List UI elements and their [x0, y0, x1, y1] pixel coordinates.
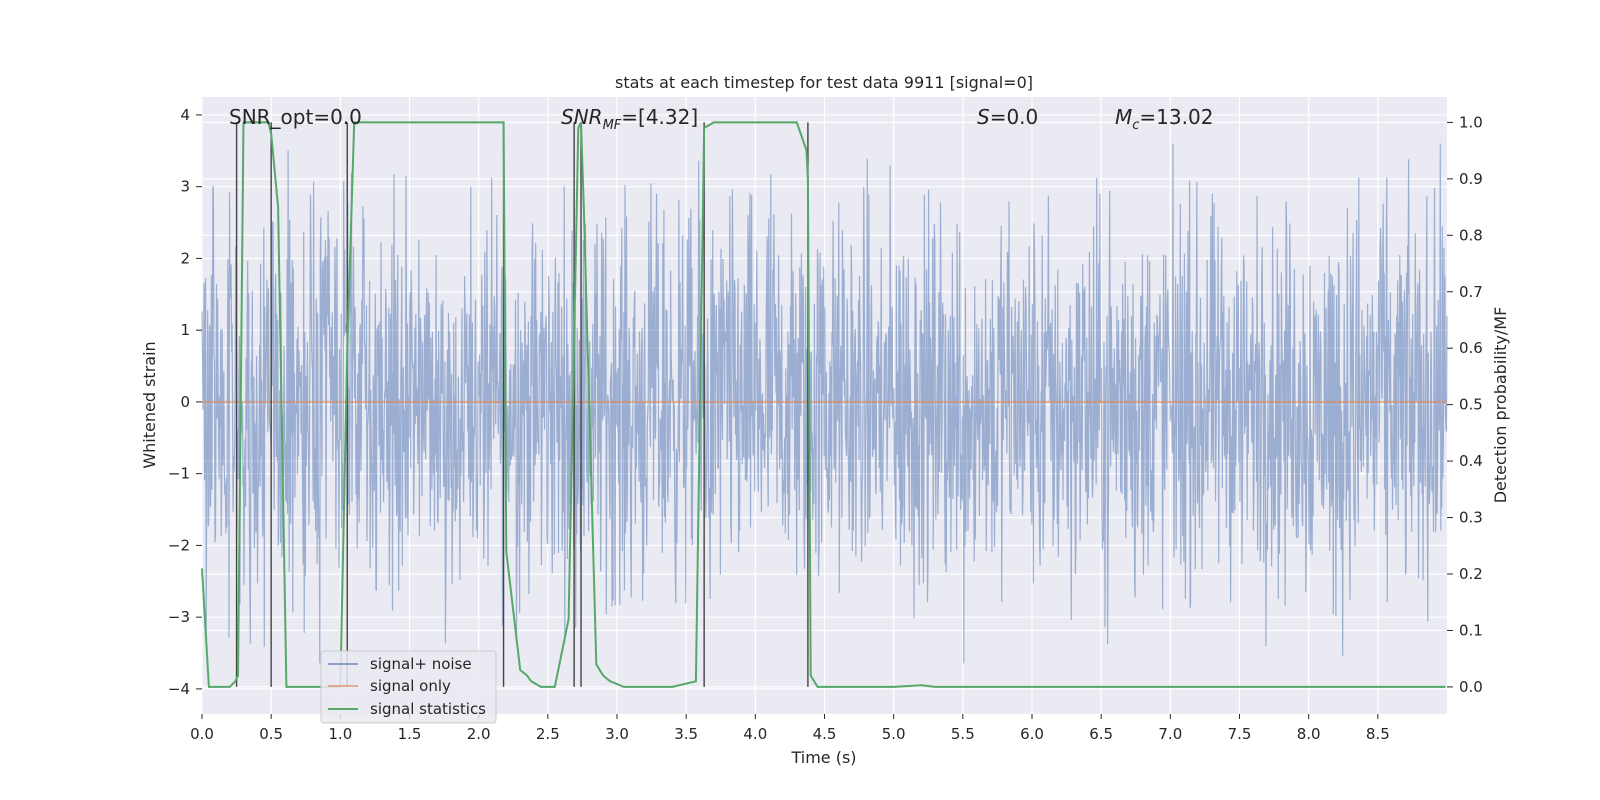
- y-left-tick-label: −1: [168, 465, 190, 483]
- legend-label-signal-plus-noise: signal+ noise: [370, 655, 472, 673]
- y-left-tick-label: 1: [180, 321, 190, 339]
- x-tick-label: 7.0: [1158, 725, 1182, 743]
- signal-statistics-line: [201, 121, 1446, 688]
- signal-plus-noise-line: [201, 143, 1448, 664]
- y-left-tick-label: 2: [180, 249, 190, 267]
- x-tick-label: 0.5: [259, 725, 283, 743]
- x-tick-label: 8.0: [1297, 725, 1321, 743]
- y-left-tick-label: −4: [168, 680, 190, 698]
- x-tick-label: 3.0: [605, 725, 629, 743]
- s-main: S: [977, 105, 990, 129]
- y-right-tick-label: 0.8: [1459, 226, 1483, 244]
- y-left-tick-label: −2: [168, 536, 190, 554]
- y-right-axis-label: Detection probability/MF: [1491, 307, 1510, 504]
- x-tick-label: 6.0: [1020, 725, 1044, 743]
- legend-box: [320, 650, 497, 724]
- mc-main: M: [1115, 105, 1132, 129]
- annotation-s: S=0.0: [977, 105, 1038, 129]
- x-tick-label: 6.5: [1089, 725, 1113, 743]
- y-right-tick-label: 0.4: [1459, 452, 1483, 470]
- legend-label-signal-statistics: signal statistics: [370, 700, 486, 718]
- x-tick-label: 4.0: [743, 725, 767, 743]
- y-right-tick-label: 0.5: [1459, 396, 1483, 414]
- x-tick-label: 0.0: [190, 725, 214, 743]
- x-axis-label: Time (s): [790, 748, 856, 767]
- x-tick-label: 7.5: [1228, 725, 1252, 743]
- y-right-tick-label: 0.1: [1459, 621, 1483, 639]
- y-right-tick-label: 0.3: [1459, 509, 1483, 527]
- chart-title: stats at each timestep for test data 991…: [615, 73, 1033, 92]
- y-left-axis-label: Whitened strain: [140, 341, 159, 468]
- x-tick-label: 2.5: [536, 725, 560, 743]
- x-tick-label: 1.5: [398, 725, 422, 743]
- y-left-tick-label: 0: [180, 393, 190, 411]
- y-right-tick-label: 0.6: [1459, 339, 1483, 357]
- x-tick-label: 5.0: [882, 725, 906, 743]
- snr-mf-sub: MF: [603, 118, 622, 133]
- snr-mf-main: SNR: [561, 105, 603, 129]
- x-tick-label: 1.0: [328, 725, 352, 743]
- y-right-tick-label: 0.9: [1459, 170, 1483, 188]
- series-signal-statistics: [201, 121, 1446, 688]
- x-tick-label: 4.5: [813, 725, 837, 743]
- x-tick-label: 8.5: [1366, 725, 1390, 743]
- y-right-tick-label: 0.0: [1459, 678, 1483, 696]
- x-tick-label: 5.5: [951, 725, 975, 743]
- y-left-axis-ticks: 4 3 2 1 0 −1 −2 −3 −4: [168, 106, 202, 698]
- annotation-mc: Mc=13.02: [1115, 105, 1213, 133]
- annotation-snr-mf: SNRMF=[4.32]: [561, 105, 698, 133]
- mc-sub: c: [1132, 118, 1139, 133]
- y-right-tick-label: 0.2: [1459, 565, 1483, 583]
- y-left-tick-label: −3: [168, 608, 190, 626]
- y-right-tick-label: 1.0: [1459, 113, 1483, 131]
- x-axis-ticks: 0.0 0.5 1.0 1.5 2.0 2.5 3.0 3.5 4.0 4.5 5.0 5.5 6.0 6…: [190, 714, 1390, 743]
- legend: signal+ noise signal only signal statist…: [320, 650, 497, 724]
- annotation-snr-opt: SNR_opt=0.0: [229, 105, 362, 129]
- y-right-tick-label: 0.7: [1459, 283, 1483, 301]
- y-right-axis-ticks: 1.0 0.9 0.8 0.7 0.6 0.5 0.4 0.3 0.2 0.1 0.0: [1447, 113, 1483, 696]
- legend-label-signal-only: signal only: [370, 677, 451, 695]
- y-left-tick-label: 3: [180, 178, 190, 196]
- x-tick-label: 2.0: [467, 725, 491, 743]
- y-left-tick-label: 4: [180, 106, 190, 124]
- mc-value: =13.02: [1139, 105, 1213, 129]
- x-tick-label: 3.5: [674, 725, 698, 743]
- s-value: =0.0: [990, 105, 1039, 129]
- snr-mf-value: =[4.32]: [621, 105, 698, 129]
- series-signal-plus-noise: [201, 143, 1448, 664]
